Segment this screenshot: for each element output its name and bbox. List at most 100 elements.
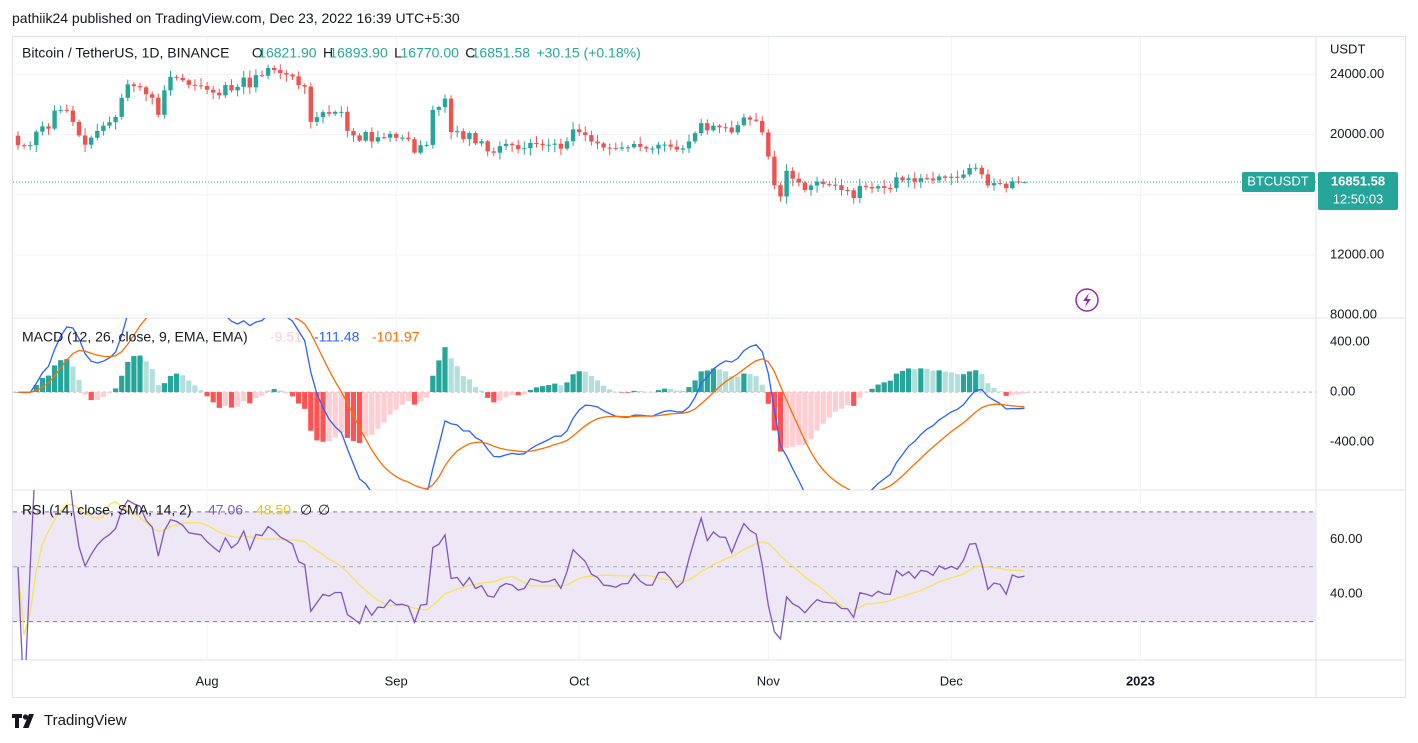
macd-histogram-bar bbox=[674, 390, 680, 393]
macd-histogram-bar bbox=[369, 392, 375, 435]
macd-histogram-bar bbox=[588, 376, 594, 393]
time-tick-label: Aug bbox=[196, 673, 219, 688]
candle-body bbox=[955, 176, 960, 178]
candle-body bbox=[174, 76, 179, 78]
macd-histogram-bar bbox=[253, 392, 259, 399]
macd-histogram-bar bbox=[479, 390, 485, 393]
candle-body bbox=[34, 131, 39, 146]
candle-body bbox=[869, 186, 875, 189]
macd-histogram-bar bbox=[796, 392, 802, 446]
macd-histogram-bar bbox=[1003, 392, 1009, 396]
macd-histogram-bar bbox=[985, 383, 991, 393]
macd-histogram-bar bbox=[716, 369, 723, 393]
lightning-icon[interactable] bbox=[1075, 288, 1099, 312]
candle-body bbox=[595, 141, 600, 144]
macd-histogram-bar bbox=[979, 374, 985, 393]
rsi-legend-ma: 48.50 bbox=[256, 502, 291, 518]
candle-body bbox=[845, 189, 850, 191]
candle-body bbox=[509, 143, 515, 146]
candle-body bbox=[662, 144, 667, 146]
candle-body bbox=[900, 177, 905, 181]
macd-histogram-bar bbox=[552, 383, 558, 393]
macd-histogram-bar bbox=[991, 387, 997, 393]
candle-body bbox=[705, 123, 710, 131]
candle-body bbox=[46, 126, 51, 129]
price-legend-symbol: Bitcoin / TetherUS, 1D, BINANCE bbox=[22, 45, 229, 61]
macd-histogram-bar bbox=[1021, 392, 1028, 394]
candle-body bbox=[52, 110, 57, 129]
macd-histogram-bar bbox=[967, 371, 973, 393]
candle-body bbox=[522, 148, 527, 150]
candle-body bbox=[552, 143, 557, 145]
macd-histogram-bar bbox=[143, 361, 149, 393]
macd-histogram-bar bbox=[960, 374, 967, 393]
price-tick-label: 8000.00 bbox=[1330, 306, 1377, 321]
price-tick-label: 20000.00 bbox=[1330, 126, 1384, 141]
legend-change: +30.15 (+0.18%) bbox=[536, 45, 640, 61]
candle-body bbox=[558, 143, 564, 149]
macd-histogram-bar bbox=[1015, 392, 1021, 395]
candle-body bbox=[394, 133, 399, 138]
macd-histogram-bar bbox=[393, 392, 399, 410]
macd-histogram-bar bbox=[271, 389, 277, 393]
candle-body bbox=[772, 156, 777, 186]
candle-body bbox=[320, 112, 326, 118]
candle-body bbox=[381, 137, 387, 139]
candle-body bbox=[613, 147, 618, 149]
candle-body bbox=[89, 137, 94, 145]
macd-histogram-bar bbox=[222, 392, 228, 406]
candle-body bbox=[827, 184, 832, 186]
candle-body bbox=[326, 112, 332, 114]
macd-histogram-bar bbox=[52, 365, 58, 393]
macd-histogram-bar bbox=[655, 390, 662, 393]
macd-histogram-bar bbox=[747, 374, 753, 393]
macd-histogram-bar bbox=[472, 387, 479, 393]
macd-histogram-bar bbox=[729, 376, 735, 393]
candle-body bbox=[406, 137, 411, 140]
candle-body bbox=[534, 142, 539, 144]
candle-body bbox=[894, 177, 899, 189]
macd-histogram-bar bbox=[320, 392, 326, 442]
macd-histogram-bar bbox=[45, 375, 52, 393]
macd-tick-label: 400.00 bbox=[1330, 333, 1370, 348]
candle-body bbox=[339, 111, 344, 113]
candle-body bbox=[601, 143, 606, 148]
candle-body bbox=[699, 123, 704, 134]
candle-body bbox=[497, 146, 503, 153]
macd-line bbox=[17, 318, 1025, 490]
macd-histogram-bar bbox=[174, 373, 180, 393]
candle-body bbox=[967, 168, 972, 175]
candle-body bbox=[888, 188, 893, 190]
candle-body bbox=[753, 119, 759, 121]
macd-histogram-bar bbox=[1009, 392, 1015, 395]
macd-histogram-bar bbox=[399, 392, 405, 405]
macd-histogram-bar bbox=[155, 385, 161, 393]
macd-legend-signal: -101.97 bbox=[372, 329, 420, 345]
candle-body bbox=[784, 170, 789, 197]
candle-body bbox=[540, 143, 545, 146]
macd-histogram-bar bbox=[387, 392, 393, 415]
rsi-tick-label: 60.00 bbox=[1330, 531, 1363, 546]
macd-histogram-bar bbox=[33, 384, 39, 393]
candle-body bbox=[668, 144, 673, 147]
candle-body bbox=[272, 67, 277, 71]
macd-histogram-bar bbox=[857, 392, 863, 399]
macd-histogram-bar bbox=[411, 392, 418, 405]
macd-histogram-bar bbox=[448, 358, 454, 393]
macd-histogram-bar bbox=[948, 372, 954, 393]
macd-histogram-bar bbox=[790, 392, 796, 447]
macd-histogram-bar bbox=[39, 377, 45, 393]
candle-body bbox=[113, 116, 118, 123]
candle-body bbox=[461, 131, 466, 140]
candle-body bbox=[674, 146, 679, 150]
candle-body bbox=[1004, 183, 1009, 189]
tradingview-logo[interactable]: TradingView bbox=[12, 712, 127, 729]
macd-histogram-bar bbox=[180, 375, 186, 393]
macd-histogram-bar bbox=[161, 383, 167, 393]
macd-histogram-bar bbox=[546, 384, 552, 393]
candle-body bbox=[375, 137, 381, 142]
macd-legend-name: MACD (12, 26, close, 9, EMA, EMA) bbox=[22, 329, 248, 345]
macd-histogram-bar bbox=[88, 392, 94, 401]
macd-histogram-bar bbox=[869, 388, 875, 393]
